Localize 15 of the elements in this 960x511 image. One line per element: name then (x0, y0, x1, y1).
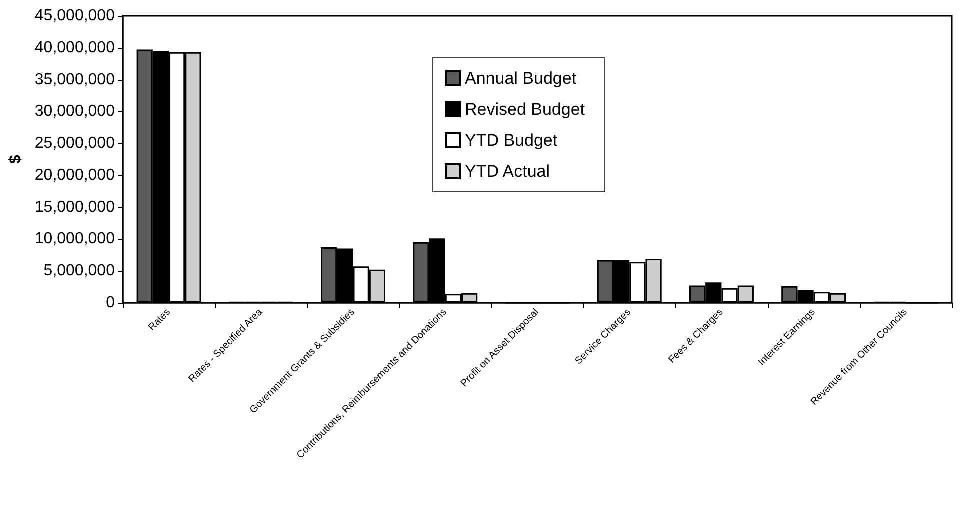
y-tick-label: 30,000,000 (34, 103, 116, 120)
legend-label: Annual Budget (465, 69, 577, 88)
legend-label: YTD Budget (465, 131, 558, 150)
legend-label: YTD Actual (465, 162, 550, 181)
y-tick-label: 35,000,000 (34, 71, 116, 88)
y-tick-label: 45,000,000 (34, 8, 116, 24)
y-tick-label: 25,000,000 (34, 135, 116, 152)
y-axis-title: $ (8, 154, 24, 164)
y-tick-label: 5,000,000 (44, 262, 116, 280)
y-tick-label: 0 (106, 294, 116, 312)
y-tick-label: 40,000,000 (34, 39, 116, 56)
y-tick-label: 15,000,000 (34, 198, 116, 216)
legend-label: Revised Budget (465, 100, 586, 119)
y-tick-label: 10,000,000 (34, 230, 116, 248)
y-tick-label: 20,000,000 (34, 166, 116, 184)
